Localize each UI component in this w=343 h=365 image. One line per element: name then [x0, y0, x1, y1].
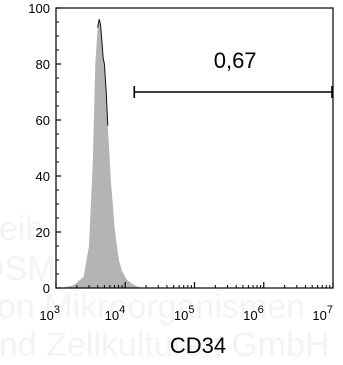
y-tick-label-0: 0	[43, 281, 50, 296]
watermark-line-4: und Zellkulturen GmbH	[0, 326, 330, 364]
y-tick-label-5: 100	[28, 1, 50, 16]
watermark-line-2: DSM	[0, 250, 56, 288]
watermark-line-3: von Mikroorganismen	[0, 288, 305, 326]
x-tick-label-3: 106	[243, 304, 264, 323]
x-tick-label-2: 105	[174, 304, 195, 323]
watermark-line-1: Leib	[0, 210, 44, 248]
watermark: Leib DSM von Mikroorganismen und Zellkul…	[0, 210, 330, 364]
y-tick-label-3: 60	[36, 113, 50, 128]
x-axis-title: CD34	[170, 333, 226, 358]
gate-percent-label: 0,67	[214, 48, 257, 73]
x-tick-label-0: 103	[39, 304, 60, 323]
x-tick-label-1: 104	[105, 304, 126, 323]
histogram-edge-0	[97, 19, 109, 126]
plot-area: 0,67	[61, 19, 333, 288]
y-tick-label-1: 20	[36, 225, 50, 240]
axes: 0 20 40 60 80 100 103 104 105 106 107	[28, 1, 334, 323]
histogram-series-0	[61, 19, 143, 288]
y-tick-label-4: 80	[36, 57, 50, 72]
x-tick-label-4: 107	[312, 304, 333, 323]
y-tick-label-2: 40	[36, 169, 50, 184]
